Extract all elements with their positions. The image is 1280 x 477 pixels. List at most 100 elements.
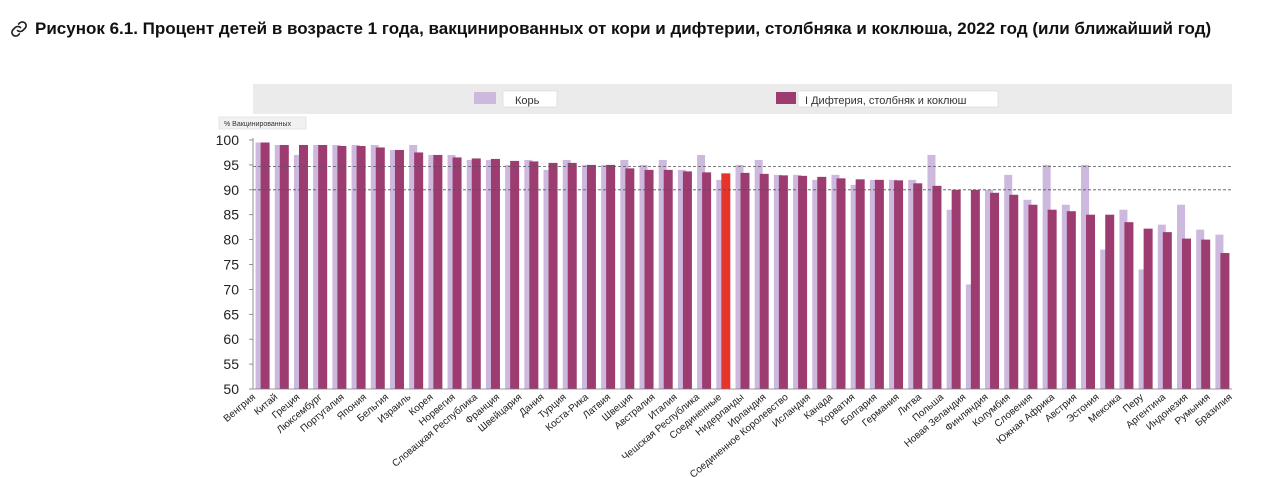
bar-dtp — [798, 175, 808, 389]
bar-dtp — [1162, 232, 1172, 389]
legend-label-box — [502, 90, 558, 108]
bar-dtp — [452, 157, 462, 389]
y-tick-label: 75 — [223, 257, 239, 273]
bar-dtp — [356, 145, 366, 389]
bar-dtp — [1028, 204, 1038, 389]
bar-measles — [389, 149, 398, 389]
legend-label-measles: Корь — [515, 95, 540, 107]
bar-dtp — [548, 162, 558, 389]
bar-measles — [409, 144, 418, 389]
bar-measles — [716, 179, 725, 389]
bar-measles — [1215, 234, 1224, 389]
bar-dtp — [990, 192, 1000, 389]
bar-measles — [946, 209, 955, 389]
bar-measles — [1157, 224, 1166, 389]
bar-dtp — [1086, 214, 1096, 389]
y-tick-label: 85 — [223, 207, 239, 223]
y-tick-label: 95 — [223, 157, 239, 173]
legend-label-dtp: I Дифтерия, столбняк и коклюш — [805, 95, 967, 107]
bar-dtp — [337, 145, 347, 389]
bar-measles — [313, 144, 322, 389]
bar-measles — [773, 174, 782, 389]
bar-dtp — [778, 175, 788, 389]
bar-dtp — [414, 152, 424, 389]
bar-dtp — [586, 164, 596, 389]
bar-measles — [1138, 269, 1147, 389]
bar-measles — [351, 144, 360, 389]
bar-measles — [754, 159, 763, 389]
y-tick-label: 100 — [216, 132, 240, 148]
bar-dtp — [1124, 222, 1134, 389]
bar-measles — [889, 179, 898, 389]
bar-dtp — [510, 160, 520, 389]
bar-dtp — [1143, 228, 1153, 389]
bar-measles — [505, 164, 514, 389]
bar-dtp — [1220, 253, 1230, 389]
bar-dtp — [567, 162, 577, 389]
bar-measles — [697, 154, 706, 389]
bar-measles — [1081, 164, 1090, 389]
bar-measles — [447, 154, 456, 389]
bar-dtp — [932, 185, 942, 389]
bar-measles — [1100, 249, 1109, 389]
bar-dtp — [1201, 239, 1211, 389]
bar-dtp — [433, 154, 443, 389]
y-axis-label: % Вакцинированных — [224, 121, 292, 128]
bar-dtp — [318, 144, 328, 389]
bar-measles — [562, 159, 571, 389]
bar-dtp — [855, 179, 865, 389]
bar-measles — [985, 189, 994, 389]
bar-measles — [927, 154, 936, 389]
bar-measles — [1023, 199, 1032, 389]
y-tick-label: 80 — [223, 232, 239, 248]
y-tick-label: 70 — [223, 281, 239, 297]
bar-dtp — [644, 169, 654, 389]
bar-measles — [293, 154, 302, 389]
bar-dtp — [740, 172, 750, 389]
bar-measles — [677, 169, 686, 389]
y-tick-label: 90 — [223, 182, 239, 198]
bar-measles — [639, 164, 648, 389]
bar-dtp-highlight — [721, 173, 731, 389]
bar-measles — [1119, 209, 1128, 389]
figure-title: Рисунок 6.1. Процент детей в возрасте 1 … — [10, 17, 1211, 41]
bar-measles — [1196, 229, 1205, 389]
legend-swatch-measles — [474, 92, 496, 104]
bar-measles — [1042, 164, 1051, 389]
bar-measles — [831, 174, 840, 389]
bar-dtp — [1066, 211, 1076, 389]
bar-measles — [869, 179, 878, 389]
y-tick-label: 50 — [223, 381, 239, 397]
bar-dtp — [375, 147, 385, 389]
bar-dtp — [1009, 194, 1019, 389]
legend-swatch-dtp — [776, 92, 796, 104]
bar-measles — [370, 144, 379, 389]
bar-measles — [274, 144, 283, 389]
bar-dtp — [682, 171, 692, 389]
bar-measles — [1061, 204, 1070, 389]
bar-measles — [1177, 204, 1186, 389]
bar-measles — [601, 164, 610, 389]
figure-title-text: Рисунок 6.1. Процент детей в возрасте 1 … — [35, 19, 1212, 38]
bar-measles — [850, 184, 859, 389]
link-icon[interactable] — [10, 20, 28, 38]
bar-dtp — [874, 179, 884, 389]
bar-measles — [658, 159, 667, 389]
bar-dtp — [817, 176, 827, 389]
bar-measles — [255, 142, 264, 389]
bar-measles — [332, 144, 341, 389]
bar-measles — [735, 164, 744, 389]
bar-dtp — [913, 183, 923, 389]
bar-dtp — [894, 180, 904, 389]
legend-band — [253, 84, 1232, 114]
bar-dtp — [279, 144, 289, 389]
bar-measles — [812, 179, 821, 389]
ylabel-box — [218, 116, 307, 130]
bar-dtp — [298, 144, 308, 389]
bar-dtp — [471, 158, 481, 389]
bar-dtp — [663, 169, 673, 389]
y-tick-label: 55 — [223, 356, 239, 372]
y-tick-label: 60 — [223, 331, 239, 347]
bar-measles — [1004, 174, 1013, 389]
y-tick-label: 65 — [223, 306, 239, 322]
